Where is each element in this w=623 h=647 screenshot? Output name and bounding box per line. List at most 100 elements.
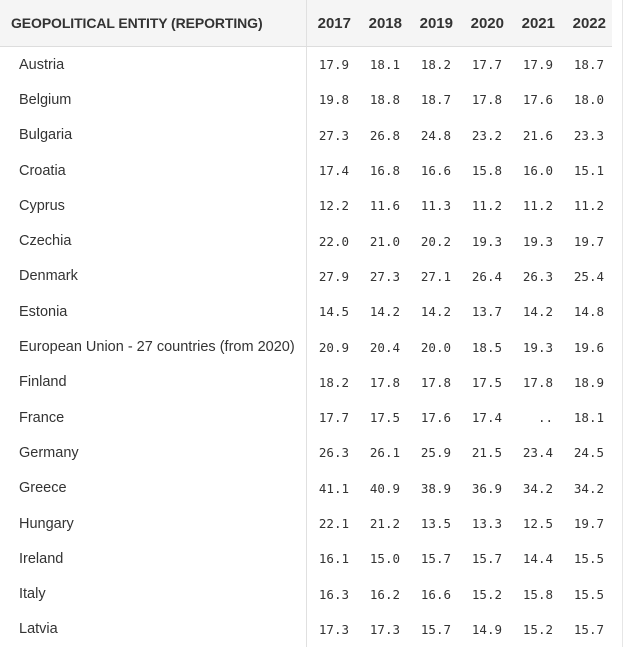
table-row: Ireland 16.1 15.0 15.7 15.7 14.4 15.5	[0, 541, 612, 577]
table-cell-value: 18.1	[369, 57, 400, 73]
table-cell-value: 22.0	[318, 233, 349, 249]
table-cell-value: 14.5	[318, 304, 349, 320]
row-label-geo: Cyprus	[0, 188, 307, 224]
table-cell-value: 18.9	[573, 374, 604, 390]
table-cell-value: 15.7	[471, 551, 502, 567]
table-cell-value: 26.8	[369, 127, 400, 143]
table-cell-value: 18.0	[573, 92, 604, 108]
table-cell-value: 18.2	[420, 57, 451, 73]
table-cell-value: 21.2	[369, 516, 400, 531]
table-cell-value: 17.6	[420, 410, 451, 426]
table-cell-value: 15.7	[420, 551, 451, 567]
column-header-2021[interactable]: 2021	[510, 0, 561, 47]
table-cell-value: ..	[537, 410, 553, 426]
table-cell-value: 16.6	[420, 586, 451, 602]
table-cell-value: 15.7	[573, 621, 604, 637]
table-cell-value: 21.6	[522, 127, 553, 143]
table-cell-value: 23.3	[573, 127, 604, 143]
table-cell-value: 14.8	[573, 304, 604, 320]
column-header-geo[interactable]: GEOPOLITICAL ENTITY (REPORTING)	[0, 0, 307, 47]
table-row: Cyprus 12.2 11.6 11.3 11.2 11.2 11.2	[0, 188, 612, 224]
row-label-geo: Greece	[0, 470, 307, 506]
table-row: Estonia 14.5 14.2 14.2 13.7 14.2 14.8	[0, 294, 612, 330]
table-cell-value: 34.2	[573, 480, 604, 496]
table-cell-value: 18.5	[471, 339, 502, 355]
table-cell-value: 16.1	[318, 551, 349, 567]
table-row: Italy 16.3 16.2 16.6 15.2 15.8 15.5	[0, 576, 612, 612]
table-cell-value: 15.2	[522, 621, 553, 637]
column-header-2022[interactable]: 2022	[561, 0, 612, 47]
row-label-geo: Ireland	[0, 541, 307, 577]
table-row: Croatia 17.4 16.8 16.6 15.8 16.0 15.1	[0, 152, 612, 189]
table-cell-value: 27.3	[369, 268, 400, 284]
table-cell-value: 11.3	[420, 198, 451, 214]
table-cell-value: 11.2	[471, 198, 502, 214]
column-header-2019[interactable]: 2019	[408, 0, 459, 47]
table-cell-value: 17.6	[522, 92, 553, 108]
table-cell-value: 15.8	[522, 586, 553, 602]
table-cell-value: 19.7	[573, 516, 604, 531]
table-cell-value: 17.8	[471, 92, 502, 108]
table-cell-value: 26.4	[471, 268, 502, 284]
row-label-geo: Hungary	[0, 505, 307, 542]
table-cell-value: 26.3	[522, 268, 553, 284]
table-cell-value: 17.7	[318, 410, 349, 426]
table-body: Austria 17.9 18.1 18.2 17.7 17.9 18.7 Belgium 19…	[0, 46, 612, 647]
table-cell-value: 11.6	[369, 198, 400, 214]
table-cell-value: 17.8	[369, 374, 400, 390]
table-cell-value: 14.2	[522, 304, 553, 320]
table-row: Belgium 19.8 18.8 18.7 17.8 17.6 18.0	[0, 82, 612, 118]
table-cell-value: 18.7	[420, 92, 451, 108]
column-header-2020[interactable]: 2020	[459, 0, 510, 47]
table-cell-value: 14.2	[420, 304, 451, 320]
table-row: Germany 26.3 26.1 25.9 21.5 23.4 24.5	[0, 435, 612, 471]
row-label-geo: Latvia	[0, 611, 307, 647]
table-cell-value: 15.5	[573, 586, 604, 602]
row-label-geo: Bulgaria	[0, 117, 307, 153]
table-cell-value: 25.9	[420, 445, 451, 461]
table-row: Latvia 17.3 17.3 15.7 14.9 15.2 15.7	[0, 611, 612, 647]
table-cell-value: 13.5	[420, 516, 451, 531]
table-cell-value: 16.8	[369, 163, 400, 179]
table-cell-value: 20.2	[420, 233, 451, 249]
table-cell-value: 22.1	[318, 516, 349, 531]
row-label-geo: Czechia	[0, 223, 307, 259]
table-cell-value: 14.2	[369, 304, 400, 320]
row-label-geo: Denmark	[0, 258, 307, 295]
table-cell-value: 27.9	[318, 268, 349, 284]
table-cell-value: 16.6	[420, 163, 451, 179]
table-cell-value: 14.4	[522, 551, 553, 567]
table-row: Bulgaria 27.3 26.8 24.8 23.2 21.6 23.3	[0, 117, 612, 153]
table-row: European Union - 27 countries (from 2020…	[0, 329, 612, 365]
table-cell-value: 18.1	[573, 410, 604, 426]
table-cell-value: 20.4	[369, 339, 400, 355]
table-row: Austria 17.9 18.1 18.2 17.7 17.9 18.7	[0, 46, 612, 83]
table-row: Finland 18.2 17.8 17.8 17.5 17.8 18.9	[0, 364, 612, 400]
table-cell-value: 19.3	[522, 339, 553, 355]
table-cell-value: 40.9	[369, 480, 400, 496]
table-cell-value: 13.3	[471, 516, 502, 531]
row-label-geo: Finland	[0, 364, 307, 400]
row-label-geo: European Union - 27 countries (from 2020…	[0, 329, 307, 365]
table-cell-value: 17.4	[318, 163, 349, 179]
table-cell-value: 38.9	[420, 480, 451, 496]
table-cell-value: 17.3	[318, 621, 349, 637]
table-cell-value: 15.0	[369, 551, 400, 567]
column-header-2018[interactable]: 2018	[357, 0, 408, 47]
row-label-geo: Croatia	[0, 152, 307, 189]
table-cell-value: 15.2	[471, 586, 502, 602]
table-cell-value: 17.4	[471, 410, 502, 426]
table-cell-value: 17.8	[522, 374, 553, 390]
table-cell-value: 19.6	[573, 339, 604, 355]
table-cell-value: 12.2	[318, 198, 349, 214]
row-label-geo: Estonia	[0, 294, 307, 330]
table-cell-value: 18.7	[573, 57, 604, 73]
header-row: GEOPOLITICAL ENTITY (REPORTING) 2017 201…	[0, 0, 612, 47]
table-cell-value: 23.4	[522, 445, 553, 461]
table-cell-value: 18.8	[369, 92, 400, 108]
table-cell-value: 23.2	[471, 127, 502, 143]
table-cell-value: 20.0	[420, 339, 451, 355]
column-header-2017[interactable]: 2017	[306, 0, 357, 47]
row-label-geo: Germany	[0, 435, 307, 471]
row-label-geo: France	[0, 399, 307, 436]
